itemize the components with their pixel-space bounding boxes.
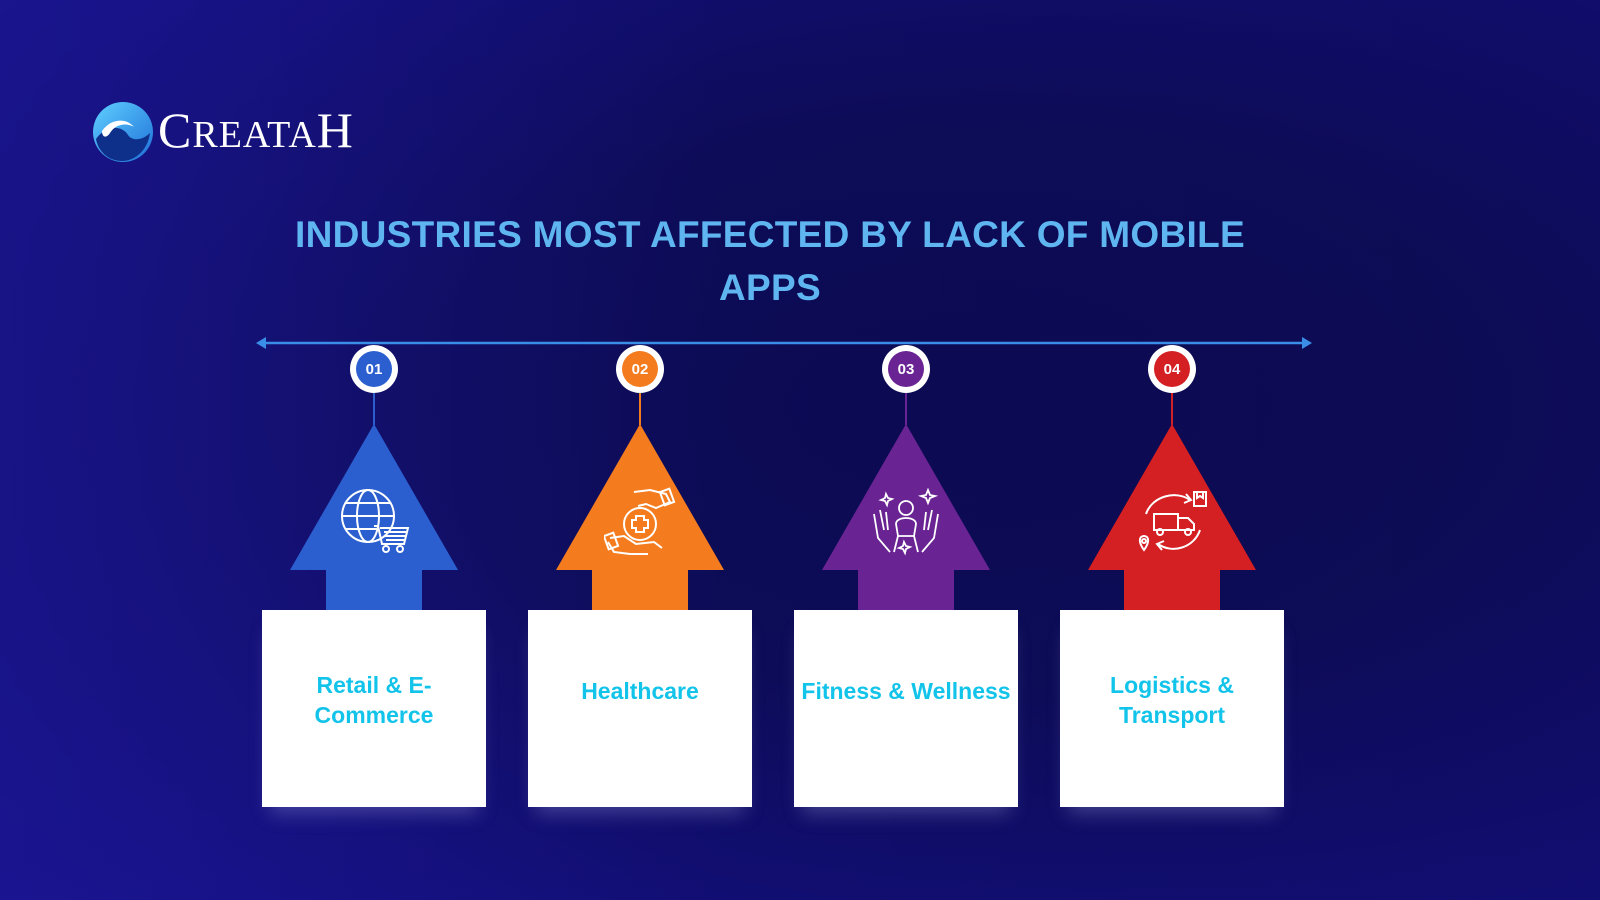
step-badge: 03	[882, 345, 930, 393]
step-card: Fitness & Wellness	[794, 610, 1018, 807]
step-card: Healthcare	[528, 610, 752, 807]
step-connector	[1171, 393, 1173, 425]
step-retail: 01 Retail & E-Commerce	[262, 0, 486, 900]
step-label: Healthcare	[581, 678, 699, 704]
step-healthcare: 02 Healthcare	[528, 0, 752, 900]
step-number: 03	[888, 351, 924, 387]
step-connector	[639, 393, 641, 425]
step-label: Logistics & Transport	[1110, 672, 1234, 728]
step-number: 01	[356, 351, 392, 387]
brand-letters-middle: REATA	[192, 113, 317, 156]
step-card: Logistics & Transport	[1060, 610, 1284, 807]
step-connector	[905, 393, 907, 425]
step-logistics: 04 Logistics & Transport	[1060, 0, 1284, 900]
step-connector	[373, 393, 375, 425]
step-number: 04	[1154, 351, 1190, 387]
step-card: Retail & E-Commerce	[262, 610, 486, 807]
brand-wordmark: CREATAH	[158, 98, 354, 167]
step-badge: 04	[1148, 345, 1196, 393]
up-arrow-shape	[1088, 424, 1256, 610]
step-number: 02	[622, 351, 658, 387]
wave-logo-icon	[93, 102, 153, 162]
step-label: Fitness & Wellness	[801, 678, 1011, 704]
page-title: INDUSTRIES MOST AFFECTED BY LACK OF MOBI…	[295, 214, 1245, 308]
step-fitness: 03 Fitness & Wellness	[794, 0, 1018, 900]
up-arrow-shape	[822, 424, 990, 610]
wellness-person-icon	[873, 487, 939, 556]
hands-medical-cross-icon	[604, 487, 676, 555]
delivery-truck-icon	[1138, 491, 1207, 552]
step-label: Retail & E-Commerce	[314, 672, 434, 728]
step-badge: 01	[350, 345, 398, 393]
brand-logo: CREATAH	[92, 100, 354, 164]
brand-letter-first: C	[158, 101, 193, 158]
step-badge: 02	[616, 345, 664, 393]
brand-letter-last: H	[316, 101, 354, 158]
globe-cart-icon	[341, 489, 410, 553]
